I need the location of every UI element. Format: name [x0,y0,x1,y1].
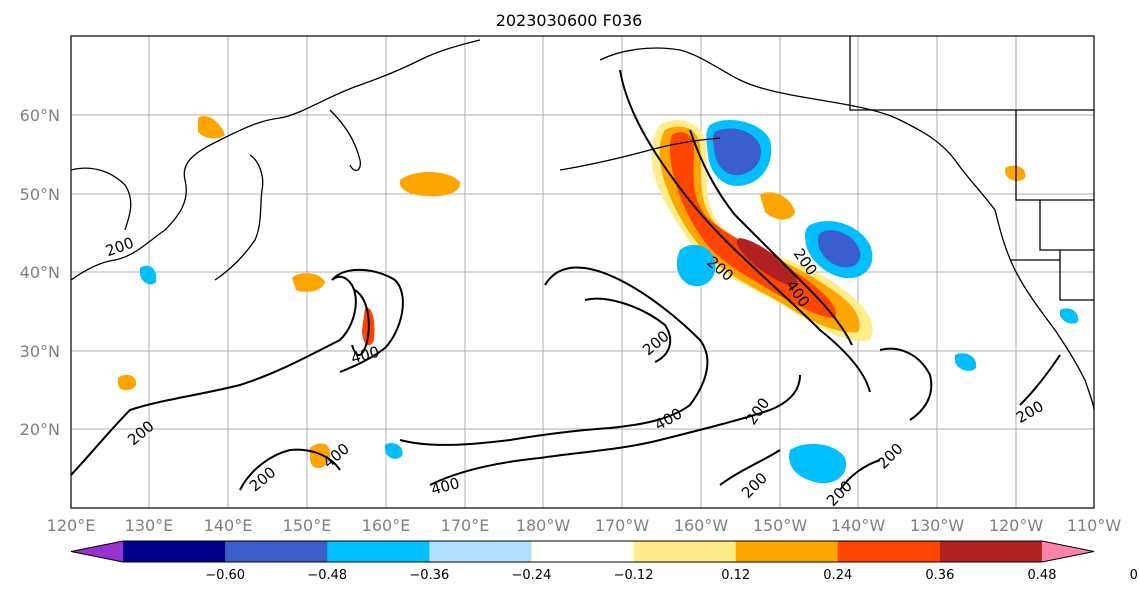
lat-label: 40°N [20,263,60,282]
contour-400-south [429,374,801,486]
positive-anomaly-west-3 [292,273,325,292]
positive-anomaly-west-2 [198,115,225,139]
contour-200-central [399,266,709,446]
contour-200-south [239,448,881,491]
contour-label: 400 [652,404,686,434]
negative-anomaly-west-1 [140,265,157,285]
gridlines [71,36,1094,508]
colorbar-tick-label: 0.12 [721,568,750,583]
lon-label: 130°W [910,516,965,535]
contour-label: 200 [738,469,771,502]
contour-400-central [584,297,672,363]
contour-label: 400 [349,343,381,368]
canada-border [849,36,1094,201]
colorbar-tick-label: 0.24 [823,568,852,583]
longitude-labels: 120°E 130°E 140°E 150°E 160°E 170°E 180°… [47,516,1122,535]
contour-400-jet [689,129,853,346]
lon-label: 120°E [47,516,96,535]
lat-label: 30°N [20,342,60,361]
colorbar-segment [939,541,1043,562]
asia-coastline [71,39,481,281]
colorbar-extend-max [1042,541,1094,562]
contour-labels: 200 200 400 200 400 400 200 400 200 200 … [103,234,1047,508]
positive-anomaly-west-7 [760,192,795,220]
lat-label: 50°N [20,185,60,204]
lon-label: 180°W [516,516,571,535]
positive-anomaly-west-6 [118,374,137,391]
contour-200-west [71,268,404,476]
contour-label: 200 [124,417,158,449]
contour-200-jet [619,69,871,393]
lon-label: 170°W [595,516,650,535]
contour-lines [71,69,1061,491]
colorbar-tick-label: −0.60 [205,568,245,583]
latitude-labels: 60°N 50°N 40°N 30°N 20°N [20,106,60,439]
negative-anomaly-west-4 [1060,308,1079,324]
map-area: 200 200 400 200 400 400 200 400 200 200 … [71,36,1094,508]
map-title: 2023030600 F036 [496,11,643,30]
lon-label: 160°W [674,516,729,535]
negative-anomaly-gulf-core [818,230,861,268]
colorbar-segment [633,541,737,562]
positive-anomaly-max [669,132,836,318]
lon-label: 150°W [753,516,808,535]
contour-label: 200 [1013,397,1047,427]
colorbar-extend-min [71,541,123,562]
colorbar-tick-label: −0.24 [512,568,552,583]
lon-label: 140°E [204,516,253,535]
shaded-fields [118,115,1079,484]
colorbar-segment [735,541,839,562]
positive-anomaly-peak [736,238,797,286]
positive-anomaly-core [659,126,860,333]
positive-anomaly-west-1 [399,171,461,197]
lon-label: 120°W [989,516,1044,535]
contour-400-west [351,289,370,356]
lat-label: 20°N [20,420,60,439]
japan-islands [214,154,264,281]
colorbar-tick-label: 0.60 [1130,568,1139,583]
lon-label: 110°W [1067,516,1122,535]
lon-label: 140°W [831,516,886,535]
negative-anomaly-south [789,443,847,484]
contour-label: 200 [103,234,136,261]
colorbar-outline [70,540,1095,563]
contour-label: 200 [246,463,280,495]
north-america-west-coast [994,209,1094,411]
negative-anomaly-mid [676,244,716,287]
colorbar: −0.60 −0.48 −0.36 −0.24 −0.12 0.12 0.24 0.36 0.4… [70,540,1139,583]
kamchatka [329,109,361,172]
negative-anomaly-alaska-core [713,128,761,176]
us-state-borders [1010,200,1094,301]
positive-anomaly-east [1005,165,1026,181]
map-frame [70,35,1095,509]
contour-200-east [879,347,1061,421]
colorbar-tick-label: −0.48 [307,568,347,583]
contour-label: 400 [429,474,461,499]
colorbar-segment [225,541,328,562]
lon-label: 160°E [362,516,411,535]
negative-anomaly-west-3 [955,353,977,371]
colorbar-segment [429,541,532,562]
colorbar-tick-label: 0.36 [925,568,954,583]
negative-anomaly-west-2 [385,443,403,459]
colorbar-segment [837,541,941,562]
positive-anomaly-west-5 [310,443,331,469]
colorbar-segment [123,541,226,562]
aleutian-arc [559,137,721,171]
alaska-coastline [599,47,996,211]
contour-label: 200 [874,440,907,473]
colorbar-tick-label: 0.48 [1028,568,1057,583]
lat-label: 60°N [20,106,60,125]
colorbar-tick-label: −0.36 [409,568,449,583]
lon-label: 170°E [441,516,490,535]
coastlines [71,36,1094,411]
contour-label: 200 [742,394,773,428]
colorbar-segment [531,541,635,562]
lon-label: 130°E [125,516,174,535]
colorbar-segment [327,541,430,562]
colorbar-tick-label: −0.12 [614,568,654,583]
lon-label: 150°E [283,516,332,535]
